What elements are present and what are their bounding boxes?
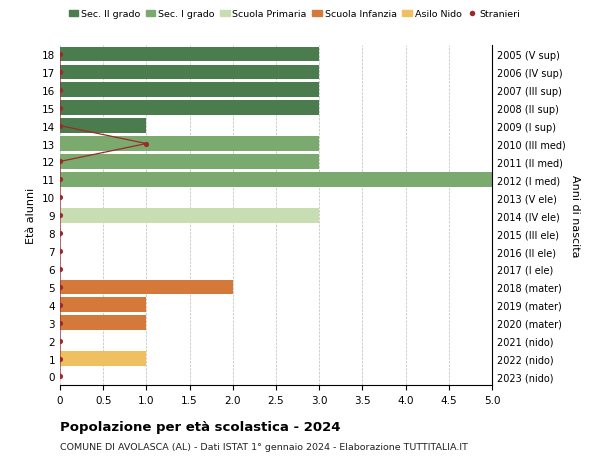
Point (55, 51, 65, 58)
Bar (60, 83, 319, 98)
Point (55, 176, 65, 184)
Point (55, 337, 65, 345)
Point (55, 284, 65, 291)
Legend: Sec. II grado, Sec. I grado, Scuola Primaria, Scuola Infanzia, Asilo Nido, Stran: Sec. II grado, Sec. I grado, Scuola Prim… (65, 6, 524, 23)
Bar (60, 48, 319, 62)
Bar (60, 298, 146, 313)
Point (142, 140, 151, 148)
Point (55, 319, 65, 327)
Point (55, 373, 65, 381)
Bar (60, 101, 319, 116)
Point (55, 248, 65, 255)
Point (55, 123, 65, 130)
Point (55, 302, 65, 309)
Bar (60, 316, 146, 330)
Y-axis label: Età alunni: Età alunni (26, 188, 37, 244)
Bar (60, 137, 319, 151)
Point (55, 87, 65, 94)
Bar (60, 208, 319, 223)
Y-axis label: Anni di nascita: Anni di nascita (569, 174, 580, 257)
Text: COMUNE DI AVOLASCA (AL) - Dati ISTAT 1° gennaio 2024 - Elaborazione TUTTITALIA.I: COMUNE DI AVOLASCA (AL) - Dati ISTAT 1° … (60, 442, 468, 451)
Point (55, 69, 65, 76)
Bar (60, 280, 233, 295)
Bar (60, 119, 146, 134)
Bar (60, 352, 146, 366)
Point (55, 230, 65, 237)
Bar (60, 65, 319, 80)
Point (55, 212, 65, 219)
Point (55, 158, 65, 166)
Point (55, 266, 65, 273)
Bar (60, 173, 492, 187)
Point (55, 355, 65, 363)
Point (55, 105, 65, 112)
Bar (60, 155, 319, 169)
Point (55, 194, 65, 202)
Text: Popolazione per età scolastica - 2024: Popolazione per età scolastica - 2024 (60, 420, 341, 433)
